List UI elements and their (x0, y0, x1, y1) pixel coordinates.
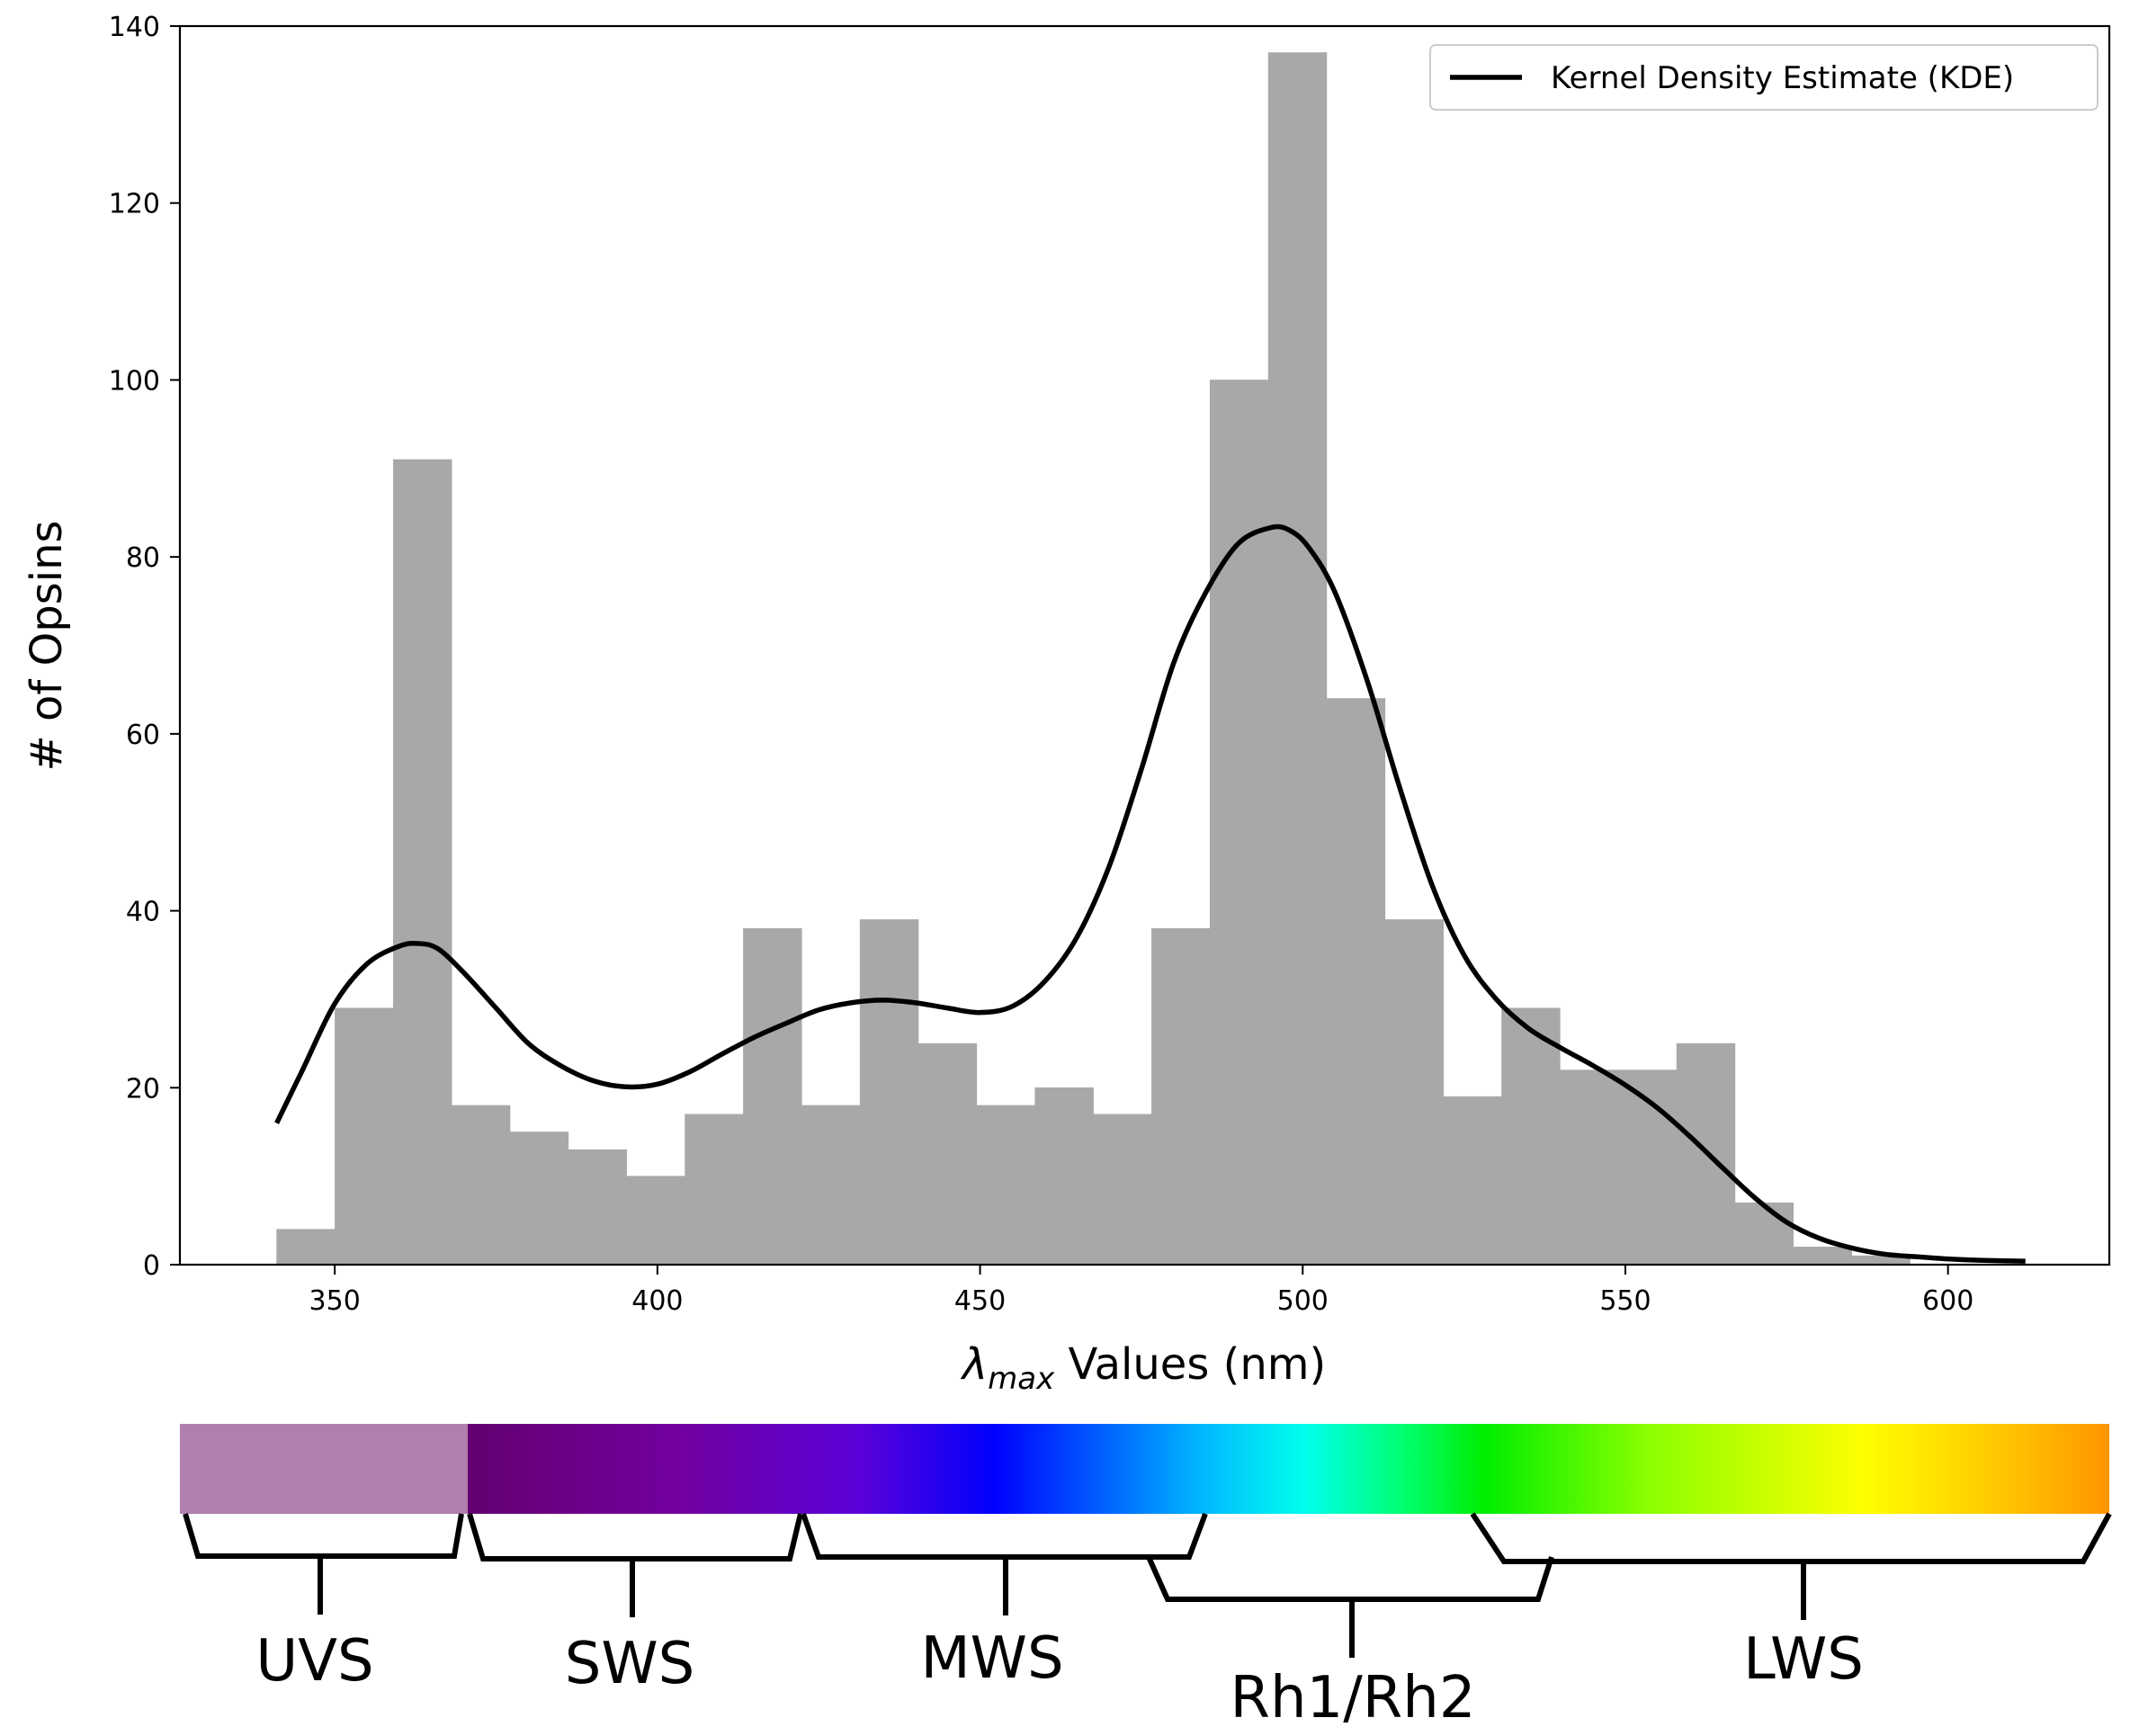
spectrum-visible-segment (468, 1424, 2109, 1514)
x-axis-title-rest: Values (nm) (1054, 1339, 1326, 1390)
x-tick-label: 400 (631, 1285, 683, 1317)
histogram-bar (1384, 919, 1444, 1266)
plot-frame (178, 24, 2111, 1266)
y-tick-label: 140 (109, 12, 160, 43)
bracket-sws (467, 1513, 803, 1617)
histogram-bar (1793, 1247, 1852, 1266)
y-axis-title: # of Opsins (22, 520, 72, 771)
histogram-bar (743, 927, 802, 1266)
histogram-bar (626, 1176, 685, 1266)
histogram-bar (1151, 927, 1211, 1266)
y-tick-label: 0 (143, 1250, 160, 1282)
histogram-bar (335, 1007, 394, 1266)
y-axis-ticks: 0 20 40 60 80 100 120 140 (109, 12, 180, 1282)
label-uvs: UVS (255, 1628, 373, 1695)
histogram-bar (1501, 1007, 1561, 1266)
histogram-bars (276, 52, 1911, 1266)
histogram-bar (1093, 1114, 1152, 1266)
y-tick-label: 120 (109, 189, 160, 220)
kde-curve (274, 523, 2026, 1264)
spectrum-uv-segment (180, 1424, 468, 1514)
opsin-class-brackets (183, 1512, 2112, 1658)
histogram-bar (1560, 1069, 1619, 1266)
y-tick-label: 100 (109, 365, 160, 397)
legend-box (1429, 44, 2099, 111)
histogram-bar (1734, 1202, 1794, 1266)
histogram-bar (685, 1114, 744, 1266)
label-mws: MWS (920, 1625, 1063, 1692)
histogram-bar (1443, 1096, 1502, 1266)
x-tick-label: 450 (954, 1285, 1006, 1317)
x-tick-label: 550 (1599, 1285, 1651, 1317)
histogram-bar (917, 1042, 978, 1266)
histogram-bar (1209, 380, 1269, 1266)
label-sws: SWS (565, 1631, 695, 1697)
bracket-uvs (183, 1513, 464, 1615)
x-tick-label: 350 (309, 1285, 361, 1317)
spectrum-band (180, 1424, 2109, 1514)
bracket-lws (1470, 1512, 2112, 1620)
x-axis-title-subscript: max (988, 1361, 1055, 1397)
legend: Kernel Density Estimate (KDE) (1429, 44, 2099, 111)
histogram-bar (1326, 698, 1386, 1266)
legend-kde-label: Kernel Density Estimate (KDE) (1551, 60, 2014, 96)
x-tick-label: 600 (1922, 1285, 1973, 1317)
y-tick-label: 20 (126, 1073, 160, 1105)
histogram-bar (801, 1105, 861, 1266)
label-rh1-rh2: Rh1/Rh2 (1230, 1665, 1475, 1732)
histogram-bar (1267, 52, 1328, 1266)
y-tick-label: 60 (126, 720, 160, 751)
histogram-bar (276, 1229, 336, 1266)
histogram-bar (1034, 1087, 1094, 1266)
histogram-bar (859, 919, 919, 1266)
x-axis-ticks: 350 400 450 500 550 600 (309, 1265, 1973, 1317)
histogram-bar (976, 1105, 1035, 1266)
x-tick-label: 500 (1277, 1285, 1329, 1317)
bracket-rh1-rh2 (1146, 1555, 1554, 1658)
x-axis-title-symbol: λ (960, 1339, 988, 1390)
histogram-bar (451, 1105, 511, 1266)
histogram-bar (393, 459, 452, 1266)
histogram-bar (568, 1149, 628, 1266)
y-tick-label: 80 (126, 542, 160, 574)
x-axis-title: λmax Values (nm) (960, 1339, 1326, 1397)
label-lws: LWS (1743, 1626, 1864, 1693)
y-tick-label: 40 (126, 897, 160, 928)
histogram-bar (509, 1132, 569, 1266)
bracket-mws (801, 1512, 1208, 1615)
